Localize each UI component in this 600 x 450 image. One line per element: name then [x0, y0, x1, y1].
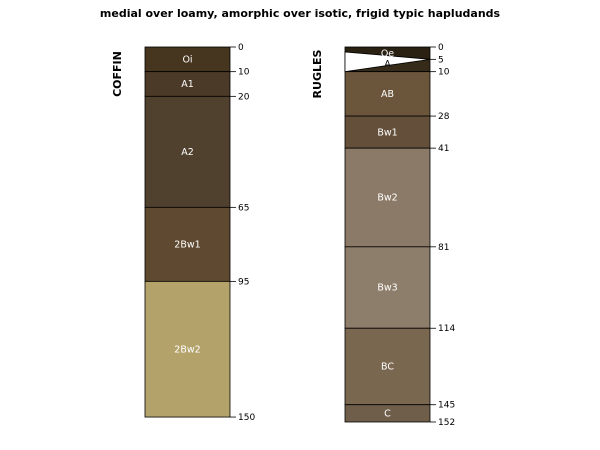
horizon-rect-bc [344, 327, 431, 406]
horizon-rect-ab [344, 71, 431, 117]
depth-tick-label: 65 [238, 203, 249, 213]
horizon-rect-2bw2 [144, 280, 231, 418]
horizon-rect-bw1 [344, 115, 431, 149]
horizon-label-oi: Oi [182, 55, 192, 66]
depth-tick-label: 41 [438, 144, 449, 154]
horizon-rect-bw2 [344, 147, 431, 248]
horizon-label-bw3: Bw3 [377, 283, 397, 294]
horizon-label-a: A [384, 59, 391, 70]
depth-tick-label: 152 [438, 418, 455, 428]
horizon-label-bw1: Bw1 [377, 127, 397, 138]
horizon-label-a2: A2 [181, 147, 194, 158]
horizon-boundary-wedge [344, 51, 431, 73]
horizon-label-bc: BC [381, 362, 394, 373]
depth-tick-label: 114 [438, 324, 455, 334]
depth-tick-label: 150 [238, 413, 255, 423]
horizon-label-c: C [384, 409, 391, 420]
horizon-rect-c [344, 404, 431, 423]
depth-tick-label: 81 [438, 243, 449, 253]
depth-tick-label: 28 [438, 112, 450, 122]
horizon-rect-bw3 [344, 246, 431, 329]
depth-tick-label: 145 [438, 401, 455, 411]
profile-id-label-rugles: RUGLES [311, 49, 324, 98]
depth-tick-label: 10 [438, 68, 450, 78]
figure-title: medial over loamy, amorphic over isotic,… [99, 7, 501, 20]
depth-tick-label: 0 [238, 43, 244, 53]
depth-tick-label: 95 [238, 277, 249, 287]
profile-id-label-coffin: COFFIN [111, 51, 124, 97]
depth-tick-label: 5 [438, 55, 444, 65]
depth-tick-label: 10 [238, 68, 250, 78]
horizon-label-oe: Oe [381, 48, 394, 59]
horizon-rect-oi [144, 46, 231, 73]
depth-tick-label: 0 [438, 43, 444, 53]
horizon-label-2bw2: 2Bw2 [174, 344, 200, 355]
horizon-label-bw2: Bw2 [377, 193, 397, 204]
horizon-rect-a2 [144, 95, 231, 208]
horizon-label-ab: AB [381, 89, 394, 100]
horizon-label-2bw1: 2Bw1 [174, 240, 200, 251]
horizon-label-a1: A1 [181, 79, 194, 90]
horizon-rect-2bw1 [144, 206, 231, 282]
depth-tick-label: 20 [238, 92, 250, 102]
